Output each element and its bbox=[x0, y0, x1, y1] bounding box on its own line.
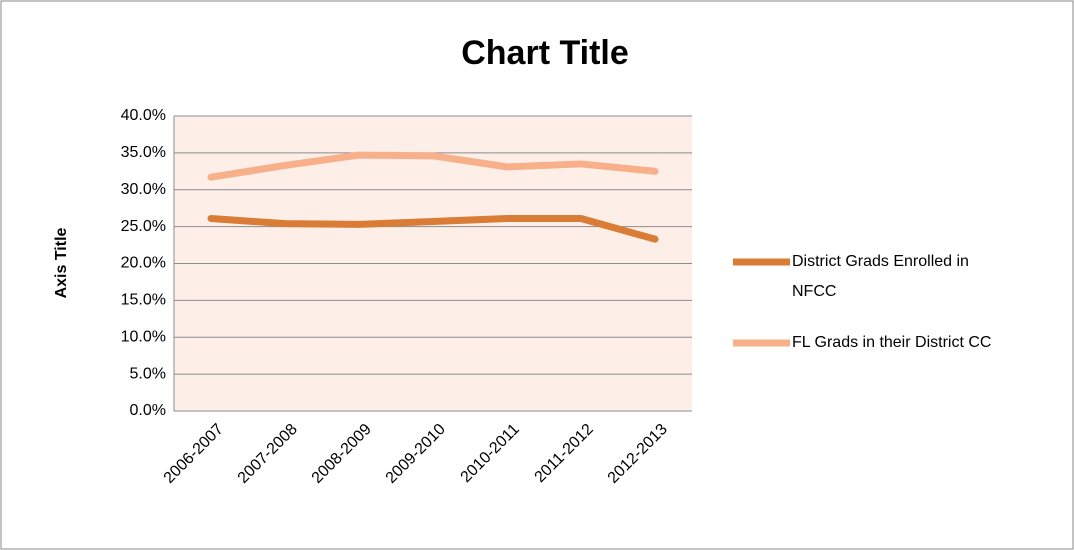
legend-label: FL Grads in their District CC bbox=[792, 334, 992, 351]
y-tick-label: 30.0% bbox=[121, 181, 166, 198]
series-line bbox=[207, 215, 659, 243]
y-tick-label: 5.0% bbox=[130, 365, 166, 382]
y-tick-label: 25.0% bbox=[121, 218, 166, 235]
series-line bbox=[207, 151, 659, 181]
y-tick-label: 0.0% bbox=[130, 402, 166, 419]
legend-label: District Grads Enrolled in NFCC bbox=[792, 253, 969, 300]
y-tick-label: 35.0% bbox=[121, 144, 166, 161]
y-tick-label: 40.0% bbox=[121, 107, 166, 124]
chart-title: Chart Title bbox=[461, 34, 629, 72]
legend-entry: FL Grads in their District CC bbox=[792, 334, 992, 351]
legend-entry: District Grads Enrolled in NFCC bbox=[792, 253, 969, 300]
y-tick-label: 10.0% bbox=[121, 328, 166, 345]
y-tick-label: 20.0% bbox=[121, 255, 166, 272]
y-tick-label: 15.0% bbox=[121, 292, 166, 309]
y-axis-title: Axis Title bbox=[53, 227, 70, 298]
